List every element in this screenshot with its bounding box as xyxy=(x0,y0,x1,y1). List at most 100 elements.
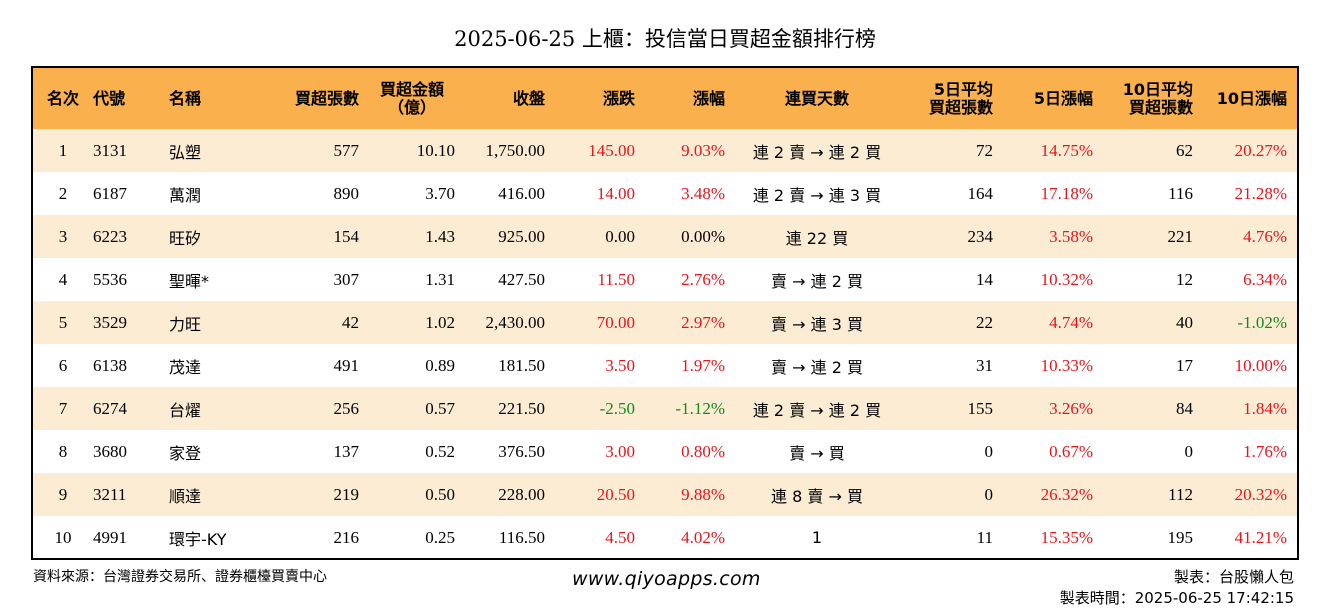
header-buy-amount: 買超金額 （億） xyxy=(359,68,455,129)
cell-close: 221.50 xyxy=(498,398,545,418)
cell-code: 3529 xyxy=(93,312,127,332)
cell-avg5: 0 xyxy=(984,441,994,461)
table-row: 4 5536 聖暉* 307 1.31 427.50 11.50 2.76% 賣 → 連 2 買… xyxy=(33,258,1297,301)
cell-buy-amount: 10.10 xyxy=(416,140,455,160)
cell-close: 925.00 xyxy=(498,226,545,246)
maker-credit: 製表：台股懶人包 xyxy=(1173,568,1294,586)
cell-change-pct: 3.48% xyxy=(681,183,725,203)
cell-buy-amount: 0.50 xyxy=(425,484,455,504)
cell-code: 4991 xyxy=(93,527,127,547)
cell-pct10: 21.28% xyxy=(1234,183,1287,203)
cell-avg10: 84 xyxy=(1176,398,1193,418)
cell-close: 2,430.00 xyxy=(485,312,546,332)
cell-code: 6223 xyxy=(93,226,127,246)
cell-avg5: 155 xyxy=(967,398,994,418)
cell-change-pct: 0.00% xyxy=(681,226,725,246)
cell-change: -2.50 xyxy=(599,398,635,418)
header-avg5: 5日平均 買超張數 xyxy=(909,68,993,129)
cell-streak: 連 2 賣 → 連 2 買 xyxy=(752,142,882,162)
cell-change: 145.00 xyxy=(588,140,635,160)
header-buy-lots: 買超張數 xyxy=(294,88,359,108)
table-row: 1 3131 弘塑 577 10.10 1,750.00 145.00 9.03% 連 2 賣 … xyxy=(33,129,1297,172)
cell-name: 弘塑 xyxy=(169,142,202,162)
website-link[interactable]: www.qiyoapps.com xyxy=(572,568,761,590)
cell-pct5: 14.75% xyxy=(1040,140,1093,160)
cell-buy-lots: 137 xyxy=(333,441,360,461)
cell-avg5: 72 xyxy=(976,140,993,160)
header-avg10-line2: 買超張數 xyxy=(1128,97,1193,117)
cell-streak: 連 2 賣 → 連 3 買 xyxy=(752,185,882,205)
cell-name: 台燿 xyxy=(169,400,202,420)
cell-pct10: 4.76% xyxy=(1243,226,1287,246)
cell-name: 萬潤 xyxy=(169,185,202,205)
cell-buy-lots: 154 xyxy=(333,226,360,246)
cell-rank: 6 xyxy=(58,355,68,375)
cell-buy-amount: 0.25 xyxy=(425,527,455,547)
cell-streak: 賣 → 連 2 買 xyxy=(771,271,863,291)
cell-streak: 連 8 賣 → 買 xyxy=(771,486,863,506)
cell-name: 旺矽 xyxy=(169,228,202,248)
header-change: 漲跌 xyxy=(602,88,635,108)
cell-avg10: 195 xyxy=(1167,527,1194,547)
cell-change: 3.50 xyxy=(605,355,635,375)
cell-streak: 賣 → 連 3 買 xyxy=(771,314,863,334)
cell-buy-amount: 1.43 xyxy=(425,226,455,246)
cell-streak: 連 2 賣 → 連 2 買 xyxy=(752,400,882,420)
header-change-pct: 漲幅 xyxy=(692,88,725,108)
cell-buy-lots: 219 xyxy=(333,484,360,504)
cell-name: 力旺 xyxy=(169,314,202,334)
cell-pct10: 1.76% xyxy=(1243,441,1287,461)
cell-avg5: 234 xyxy=(967,226,994,246)
cell-avg10: 116 xyxy=(1168,183,1193,203)
cell-buy-lots: 216 xyxy=(333,527,360,547)
cell-change-pct: 4.02% xyxy=(681,527,725,547)
header-streak: 連買天數 xyxy=(784,88,849,108)
cell-code: 3211 xyxy=(93,484,127,504)
cell-rank: 2 xyxy=(58,183,68,203)
cell-avg10: 12 xyxy=(1176,269,1193,289)
header-avg10-line1: 10日平均 xyxy=(1122,79,1193,99)
cell-pct5: 3.58% xyxy=(1049,226,1093,246)
cell-rank: 10 xyxy=(54,527,72,547)
cell-close: 1,750.00 xyxy=(485,140,546,160)
cell-pct10: 1.84% xyxy=(1243,398,1287,418)
cell-streak: 賣 → 買 xyxy=(789,443,845,463)
header-buy-amount-line1: 買超金額 xyxy=(379,79,444,99)
cell-rank: 1 xyxy=(58,140,68,160)
cell-avg10: 112 xyxy=(1168,484,1193,504)
cell-pct5: 17.18% xyxy=(1040,183,1093,203)
ranking-table: 名次 代號 名稱 買超張數 買超金額 （億） 收盤 漲跌 漲幅 連買天數 5日平… xyxy=(33,68,1297,558)
header-pct10: 10日漲幅 xyxy=(1216,88,1287,108)
cell-pct10: 20.27% xyxy=(1234,140,1287,160)
cell-avg10: 0 xyxy=(1184,441,1194,461)
cell-buy-amount: 0.52 xyxy=(425,441,455,461)
table-row: 5 3529 力旺 42 1.02 2,430.00 70.00 2.97% 賣 → 連 3 買… xyxy=(33,301,1297,344)
cell-change-pct: 2.97% xyxy=(681,312,725,332)
header-avg10: 10日平均 買超張數 xyxy=(1093,68,1193,129)
cell-close: 416.00 xyxy=(498,183,545,203)
cell-pct5: 15.35% xyxy=(1040,527,1093,547)
page-title: 2025-06-25 上櫃：投信當日買超金額排行榜 xyxy=(454,27,876,51)
data-source: 資料來源：台灣證券交易所、證券櫃檯買賣中心 xyxy=(33,569,327,585)
cell-pct5: 10.33% xyxy=(1040,355,1093,375)
cell-buy-lots: 42 xyxy=(342,312,359,332)
cell-change-pct: 0.80% xyxy=(681,441,725,461)
cell-pct5: 0.67% xyxy=(1049,441,1093,461)
cell-change: 14.00 xyxy=(596,183,635,203)
cell-buy-amount: 0.57 xyxy=(425,398,455,418)
cell-buy-lots: 577 xyxy=(333,140,360,160)
cell-name: 家登 xyxy=(169,443,202,463)
cell-buy-amount: 1.02 xyxy=(425,312,455,332)
cell-streak: 1 xyxy=(811,528,823,547)
cell-pct5: 4.74% xyxy=(1049,312,1093,332)
table-header-row: 名次 代號 名稱 買超張數 買超金額 （億） 收盤 漲跌 漲幅 連買天數 5日平… xyxy=(33,68,1297,129)
cell-code: 3131 xyxy=(93,140,127,160)
cell-close: 116.50 xyxy=(498,527,545,547)
cell-code: 6187 xyxy=(93,183,127,203)
cell-avg10: 221 xyxy=(1167,226,1194,246)
cell-buy-lots: 890 xyxy=(333,183,360,203)
cell-change: 0.00 xyxy=(605,226,635,246)
cell-code: 5536 xyxy=(93,269,127,289)
cell-code: 6138 xyxy=(93,355,127,375)
cell-avg5: 22 xyxy=(976,312,993,332)
